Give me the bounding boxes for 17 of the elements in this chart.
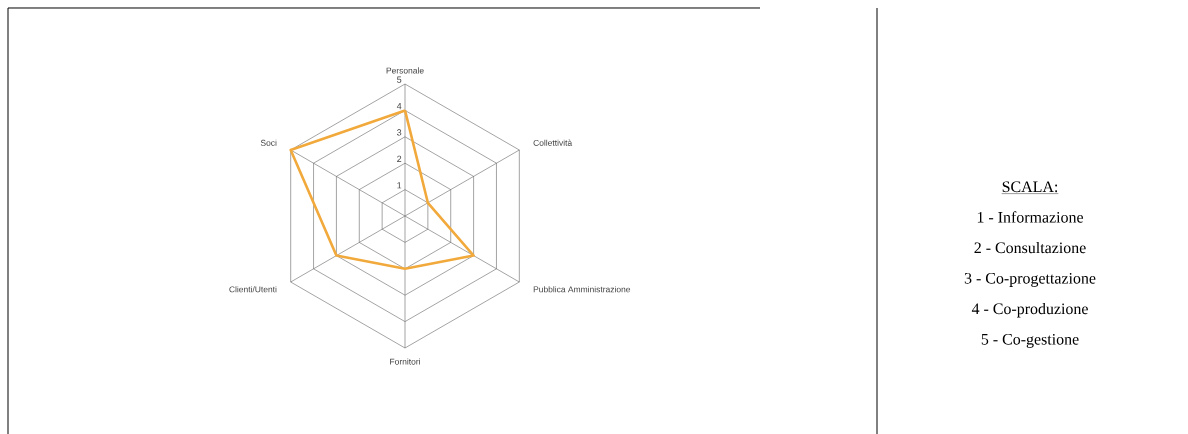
- spoke-label: Pubblica Amministrazione: [533, 285, 631, 293]
- text: 4 - Co-produzione: [971, 302, 1088, 318]
- text: SCALA:: [1002, 181, 1058, 192]
- y-tick-label: 3: [397, 128, 402, 136]
- spoke-label: Fornitori: [390, 358, 420, 365]
- y-tick-label: 5: [397, 76, 402, 83]
- text: 3 - Co-progettazione: [964, 272, 1096, 287]
- y-tick-label: 1: [397, 181, 402, 189]
- spoke-label: Collettività: [533, 139, 573, 146]
- y-tick-label: 2: [397, 155, 402, 162]
- text: 2 - Consultazione: [974, 241, 1086, 253]
- y-tick-label: 4: [396, 102, 402, 109]
- spoke-label: Clienti/Utenti: [229, 285, 277, 293]
- spoke-label: Soci: [260, 139, 277, 146]
- spoke-label: Personale: [386, 67, 424, 74]
- text: 1 - Informazione: [977, 211, 1084, 223]
- text: 5 - Co-gestione: [981, 333, 1079, 348]
